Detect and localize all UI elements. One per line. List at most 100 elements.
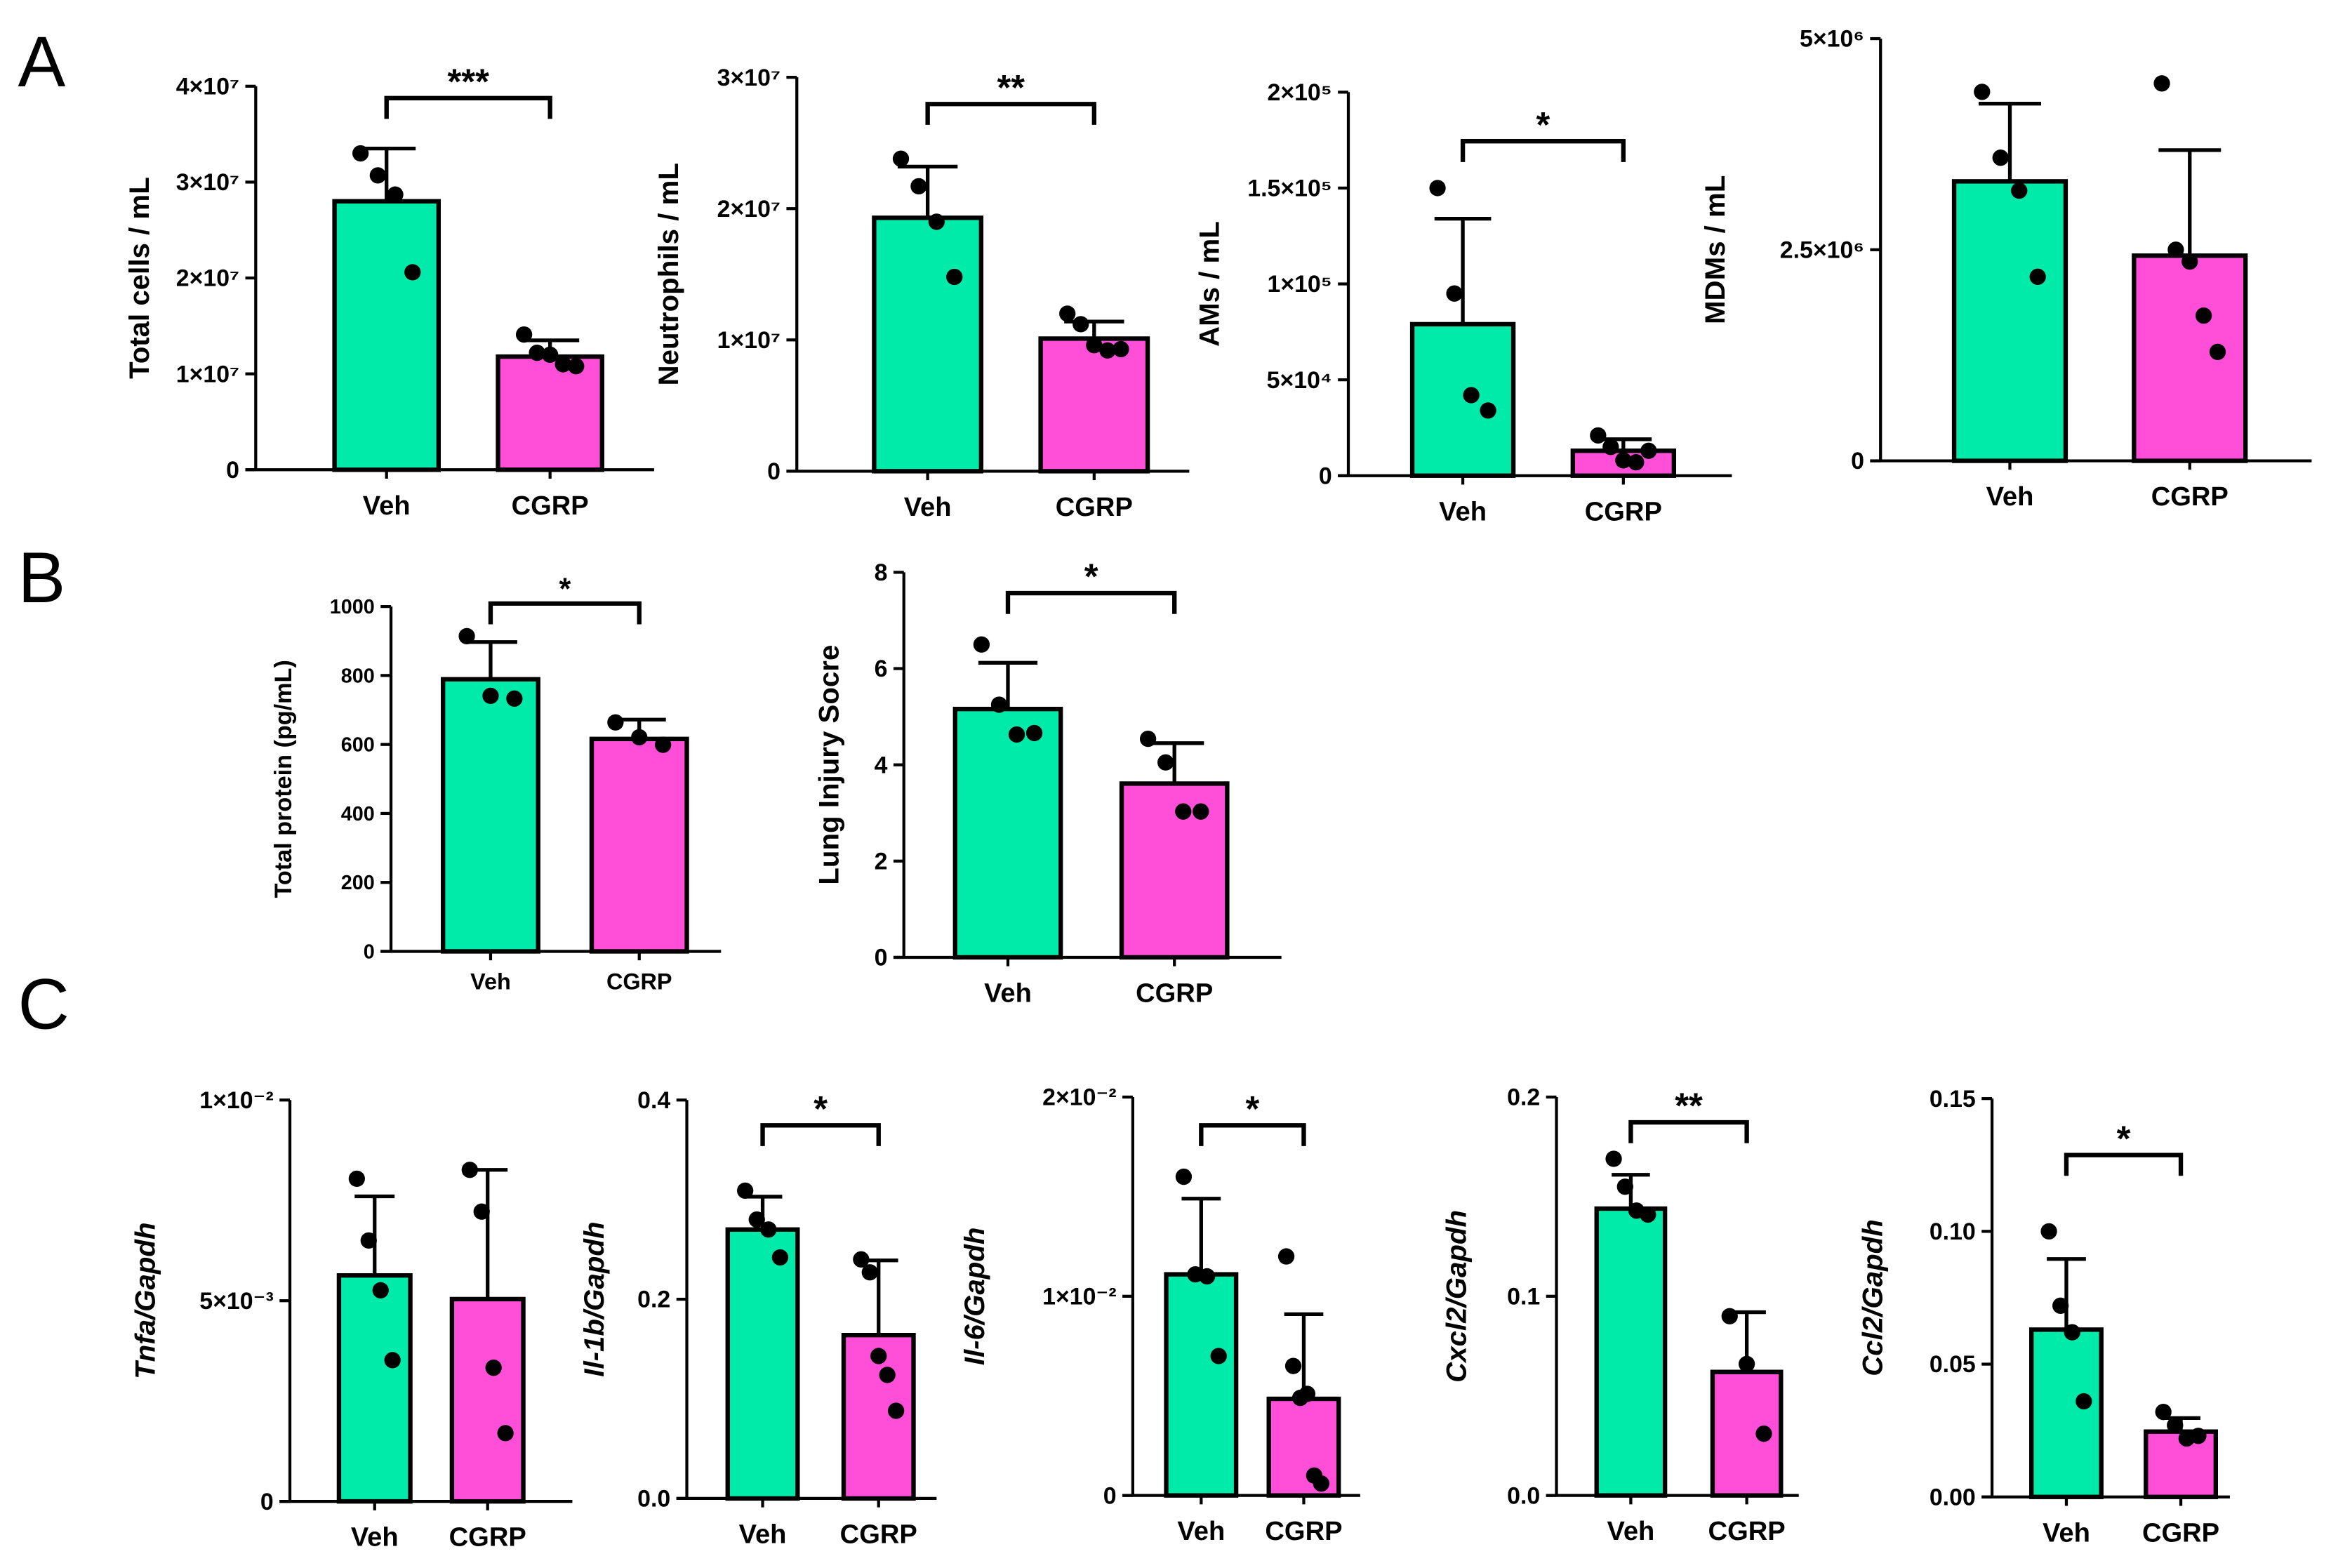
data-point	[879, 1367, 896, 1383]
data-point	[384, 1352, 401, 1369]
data-point	[892, 150, 910, 167]
data-point	[2153, 75, 2170, 92]
data-point	[2040, 1223, 2057, 1240]
data-point	[853, 1251, 870, 1268]
y-tick-label: 0.1	[1507, 1283, 1540, 1310]
data-point	[1210, 1348, 1227, 1364]
x-tick-label: Veh	[363, 491, 411, 521]
bar	[336, 1273, 413, 1504]
bar	[496, 354, 604, 472]
bar	[1164, 1272, 1239, 1498]
data-point	[1008, 726, 1025, 743]
data-point	[2011, 182, 2028, 199]
bar	[441, 677, 540, 954]
data-point	[1198, 1268, 1216, 1285]
data-point	[369, 167, 386, 184]
data-point	[2209, 343, 2226, 361]
y-axis-label: Lung Injury Socre	[813, 645, 845, 885]
y-tick-label: 0	[1319, 463, 1332, 489]
data-point	[461, 1162, 478, 1178]
data-point	[748, 1211, 765, 1228]
y-tick-label: 0.15	[1930, 1086, 1976, 1112]
data-point	[861, 1264, 878, 1281]
chart: 0 5×10⁴ 1×10⁵ 1.5×10⁵ 2×10⁵ AMs / mL Veh CGRP *	[1194, 79, 1732, 526]
data-point	[1072, 316, 1089, 333]
significance-label: *	[813, 1089, 828, 1129]
data-point	[1059, 305, 1076, 322]
data-point	[1193, 803, 1209, 820]
chart: 0 200 400 600 800 1000 Total protein (pg/mL) Ve…	[270, 573, 722, 994]
data-point	[1640, 442, 1657, 459]
data-point	[973, 636, 990, 653]
significance-bracket	[488, 601, 642, 625]
data-point	[348, 1170, 365, 1188]
x-tick-label: Veh	[904, 492, 952, 522]
chart: 0.00 0.05 0.10 0.15 Ccl2/Gapdh Veh CGRP *	[1857, 1086, 2230, 1548]
data-point	[2195, 307, 2212, 324]
x-tick-label: Veh	[984, 978, 1032, 1008]
bar	[1594, 1206, 1668, 1498]
bar	[449, 1296, 526, 1504]
y-tick-label: 600	[341, 734, 375, 757]
y-tick-label: 4×10⁷	[176, 73, 239, 100]
data-point	[1602, 439, 1619, 456]
x-tick-label: Veh	[1439, 496, 1487, 526]
significance-label: *	[1536, 105, 1550, 145]
chart: 0 1×10⁷ 2×10⁷ 3×10⁷ Neutrophils / mL Veh CGRP *…	[653, 65, 1190, 522]
bar	[589, 736, 689, 954]
y-tick-label: 0.0	[637, 1486, 670, 1513]
y-tick-label: 1×10⁷	[176, 361, 239, 387]
data-point	[1721, 1308, 1738, 1324]
y-tick-label: 2.5×10⁶	[1780, 237, 1864, 263]
y-tick-label: 0.0	[1507, 1482, 1540, 1509]
data-point	[2181, 253, 2198, 270]
x-tick-label: Veh	[351, 1522, 399, 1553]
data-point	[387, 186, 404, 203]
y-tick-label: 3×10⁷	[176, 169, 239, 196]
y-axis-label: Cxcl2/Gapdh	[1440, 1210, 1472, 1383]
x-tick-label: Veh	[1607, 1516, 1655, 1546]
y-tick-label: 2	[875, 848, 888, 875]
significance-bracket	[760, 1123, 881, 1146]
y-tick-label: 8	[875, 559, 888, 586]
y-axis-label: Neutrophils / mL	[653, 163, 684, 385]
y-tick-label: 0	[260, 1489, 274, 1515]
data-point	[1025, 724, 1043, 742]
y-tick-label: 1×10⁻²	[199, 1087, 273, 1114]
data-point	[1175, 803, 1192, 820]
data-point	[1640, 1206, 1656, 1223]
y-tick-label: 5×10⁻³	[199, 1288, 273, 1315]
bar	[1119, 781, 1230, 960]
y-tick-label: 3×10⁷	[717, 65, 781, 91]
bar	[1038, 336, 1150, 474]
data-point	[515, 326, 533, 343]
data-point	[2190, 1428, 2207, 1444]
y-tick-label: 0.00	[1930, 1484, 1976, 1510]
significance-bracket	[2064, 1152, 2184, 1176]
significance-bracket	[1199, 1123, 1306, 1146]
significance-label: *	[1246, 1089, 1260, 1129]
data-point	[1992, 150, 2009, 166]
chart: 0.0 0.1 0.2 Cxcl2/Gapdh Veh CGRP **	[1440, 1084, 1799, 1546]
chart: 0 2.5×10⁶ 5×10⁶ MDMs / mL Veh CGRP	[1699, 26, 2312, 512]
panel-label: C	[18, 964, 69, 1044]
data-point	[1480, 402, 1496, 419]
data-point	[473, 1203, 490, 1220]
chart: 0 1×10⁻² 2×10⁻² Il-6/Gapdh Veh CGRP *	[959, 1084, 1360, 1546]
x-tick-label: Veh	[470, 969, 511, 994]
y-tick-label: 1×10⁷	[717, 327, 781, 354]
data-point	[2155, 1404, 2172, 1421]
data-point	[1616, 1178, 1633, 1195]
y-tick-label: 0	[1851, 448, 1864, 474]
data-point	[928, 213, 945, 230]
data-point	[1277, 1248, 1295, 1265]
y-tick-label: 1×10⁵	[1267, 271, 1331, 298]
y-tick-label: 4	[875, 752, 888, 778]
y-tick-label: 2×10⁷	[176, 265, 239, 292]
significance-label: **	[997, 67, 1025, 107]
significance-bracket	[925, 102, 1097, 125]
x-tick-label: CGRP	[2142, 1517, 2219, 1548]
x-tick-label: CGRP	[449, 1522, 526, 1553]
data-point	[990, 696, 1008, 713]
y-tick-label: 0	[767, 458, 781, 485]
